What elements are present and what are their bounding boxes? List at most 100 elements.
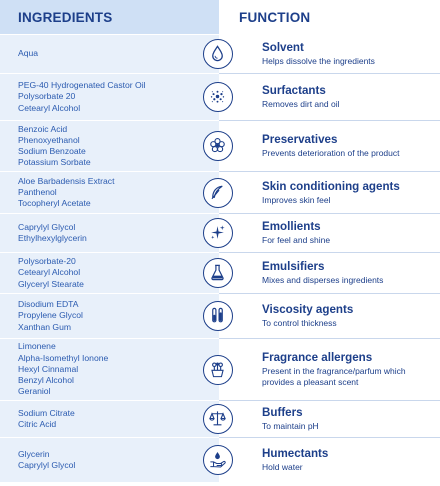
function-title: Surfactants (262, 84, 326, 97)
function-cell: Emollients For feel and shine (262, 220, 437, 246)
ingredient-name: Disodium EDTA (18, 299, 79, 310)
function-cell: Fragrance allergens Present in the fragra… (262, 351, 437, 388)
ingredient-name: Phenoxyethanol (18, 134, 80, 145)
ingredient-list: Benzoic Acid Phenoxyethanol Sodium Benzoat… (0, 121, 219, 171)
function-description: Removes dirt and oil (262, 99, 340, 109)
function-description: Present in the fragrance/parfum which pr… (262, 365, 406, 387)
table-row: Polysorbate-20 Cetearyl Alcohol Glyceryl S… (0, 253, 440, 293)
function-description: Helps dissolve the ingredients (262, 56, 375, 66)
function-title: Emollients (262, 220, 321, 233)
table-header: INGREDIENTS FUNCTION (0, 0, 440, 34)
row-divider (219, 171, 440, 172)
ingredient-name: Aloe Barbadensis Extract (18, 175, 115, 186)
function-description: For feel and shine (262, 235, 331, 245)
row-divider (219, 120, 440, 121)
row-divider (219, 213, 440, 214)
ingredient-name: Cetearyl Alcohol (18, 102, 81, 113)
ingredient-name: Hexyl Cinnamal (18, 363, 79, 374)
function-title: Humectants (262, 447, 329, 460)
function-description: Improves skin feel (262, 194, 331, 205)
table-row: Aqua Solvent Helps dissolve the ingredient… (0, 35, 440, 73)
function-title: Solvent (262, 41, 304, 54)
test-tubes-icon (203, 301, 233, 331)
ingredient-list: Caprylyl Glycol Ethylhexylglycerin (0, 214, 219, 252)
ingredient-list: Aloe Barbadensis Extract Panthenol Tocophe… (0, 172, 219, 213)
table-row: PEG-40 Hydrogenated Castor Oil Polysorbat… (0, 74, 440, 120)
ingredient-name: PEG-40 Hydrogenated Castor Oil (18, 80, 146, 91)
header-function: FUNCTION (239, 10, 311, 25)
ingredient-name: Cetearyl Alcohol (18, 267, 81, 278)
ingredient-name: Caprylyl Glycol (18, 221, 76, 232)
table-row: Limonene Alpha-Isomethyl Ionone Hexyl Cinn… (0, 339, 440, 400)
ingredient-name: Caprylyl Glycol (18, 460, 76, 470)
header-function-cell: FUNCTION (219, 0, 440, 34)
function-title: Buffers (262, 406, 303, 419)
row-divider (219, 437, 440, 438)
ingredient-name: Aqua (18, 48, 39, 59)
ingredient-name: Xanthan Gum (18, 321, 72, 332)
ingredient-list: Disodium EDTA Propylene Glycol Xanthan Gum (0, 294, 219, 338)
function-title: Fragrance allergens (262, 350, 373, 364)
table-row: Aloe Barbadensis Extract Panthenol Tocophe… (0, 172, 440, 213)
ingredient-name: Glycerin (18, 448, 50, 459)
ingredient-name: Panthenol (18, 186, 57, 197)
ingredient-name: Benzoic Acid (18, 123, 68, 134)
table-row: Caprylyl Glycol Ethylhexylglycerin Emollie… (0, 214, 440, 252)
function-title: Emulsifiers (262, 260, 325, 273)
function-title: Preservatives (262, 133, 338, 146)
ingredient-name: Glyceryl Stearate (18, 278, 84, 289)
ingredient-list: Sodium Citrate Citric Acid (0, 401, 219, 437)
ingredient-list: Glycerin Caprylyl Glycol (0, 438, 219, 482)
balance-scale-icon (203, 404, 233, 434)
table-row: Sodium Citrate Citric Acid Buffers To maint… (0, 401, 440, 437)
function-cell: Skin conditioning agents Improves skin fe… (262, 180, 437, 206)
feather-icon (203, 177, 233, 208)
ingredient-name: Citric Acid (18, 419, 57, 429)
hand-drop-icon (203, 445, 233, 475)
row-divider (219, 338, 440, 339)
ingredient-name: Benzyl Alcohol (18, 375, 74, 386)
function-title: Viscosity agents (262, 303, 354, 316)
function-description: To control thickness (262, 318, 337, 328)
ingredient-name: Sodium Benzoate (18, 146, 86, 156)
ingredient-name: Ethylhexylglycerin (18, 233, 87, 243)
function-cell: Solvent Helps dissolve the ingredients (262, 41, 437, 67)
ingredient-list: Polysorbate-20 Cetearyl Alcohol Glyceryl S… (0, 253, 219, 293)
table-row: Benzoic Acid Phenoxyethanol Sodium Benzoat… (0, 121, 440, 171)
flower-pot-icon (203, 354, 233, 385)
ingredient-name: Polysorbate 20 (18, 91, 76, 102)
ingredient-name: Propylene Glycol (18, 310, 83, 321)
flower-icon (203, 131, 233, 161)
function-description: To maintain pH (262, 421, 319, 431)
ingredient-list: PEG-40 Hydrogenated Castor Oil Polysorbat… (0, 74, 219, 120)
ingredient-name: Limonene (18, 341, 56, 352)
ingredient-list: Limonene Alpha-Isomethyl Ionone Hexyl Cinn… (0, 339, 219, 400)
row-divider (219, 73, 440, 74)
function-description: Prevents deterioration of the product (262, 148, 400, 158)
sparkle-icon (203, 218, 233, 248)
ingredient-name: Polysorbate-20 (18, 256, 76, 267)
table-row: Disodium EDTA Propylene Glycol Xanthan Gum… (0, 294, 440, 338)
flask-icon (203, 258, 233, 288)
function-description: Mixes and disperses ingredients (262, 275, 384, 285)
function-cell: Preservatives Prevents deterioration of t… (262, 133, 437, 159)
function-description: Hold water (262, 462, 303, 472)
header-ingredients: INGREDIENTS (18, 10, 113, 25)
row-divider (219, 252, 440, 253)
header-ingredients-cell: INGREDIENTS (0, 0, 219, 34)
function-cell: Viscosity agents To control thickness (262, 303, 437, 329)
ingredient-name: Sodium Citrate (18, 407, 75, 418)
bubbles-icon (203, 82, 233, 112)
ingredient-name: Potassium Sorbate (18, 157, 91, 168)
function-cell: Emulsifiers Mixes and disperses ingredien… (262, 260, 437, 286)
row-divider (219, 293, 440, 294)
row-divider (219, 400, 440, 401)
water-drop-icon (203, 39, 233, 69)
function-cell: Humectants Hold water (262, 447, 437, 473)
table-row: Glycerin Caprylyl Glycol Humectants Hold wa… (0, 438, 440, 482)
function-cell: Buffers To maintain pH (262, 406, 437, 432)
ingredient-name: Geraniol (18, 386, 51, 397)
ingredient-list: Aqua (0, 35, 219, 73)
ingredient-name: Alpha-Isomethyl Ionone (18, 352, 109, 363)
function-title: Skin conditioning agents (262, 179, 400, 193)
